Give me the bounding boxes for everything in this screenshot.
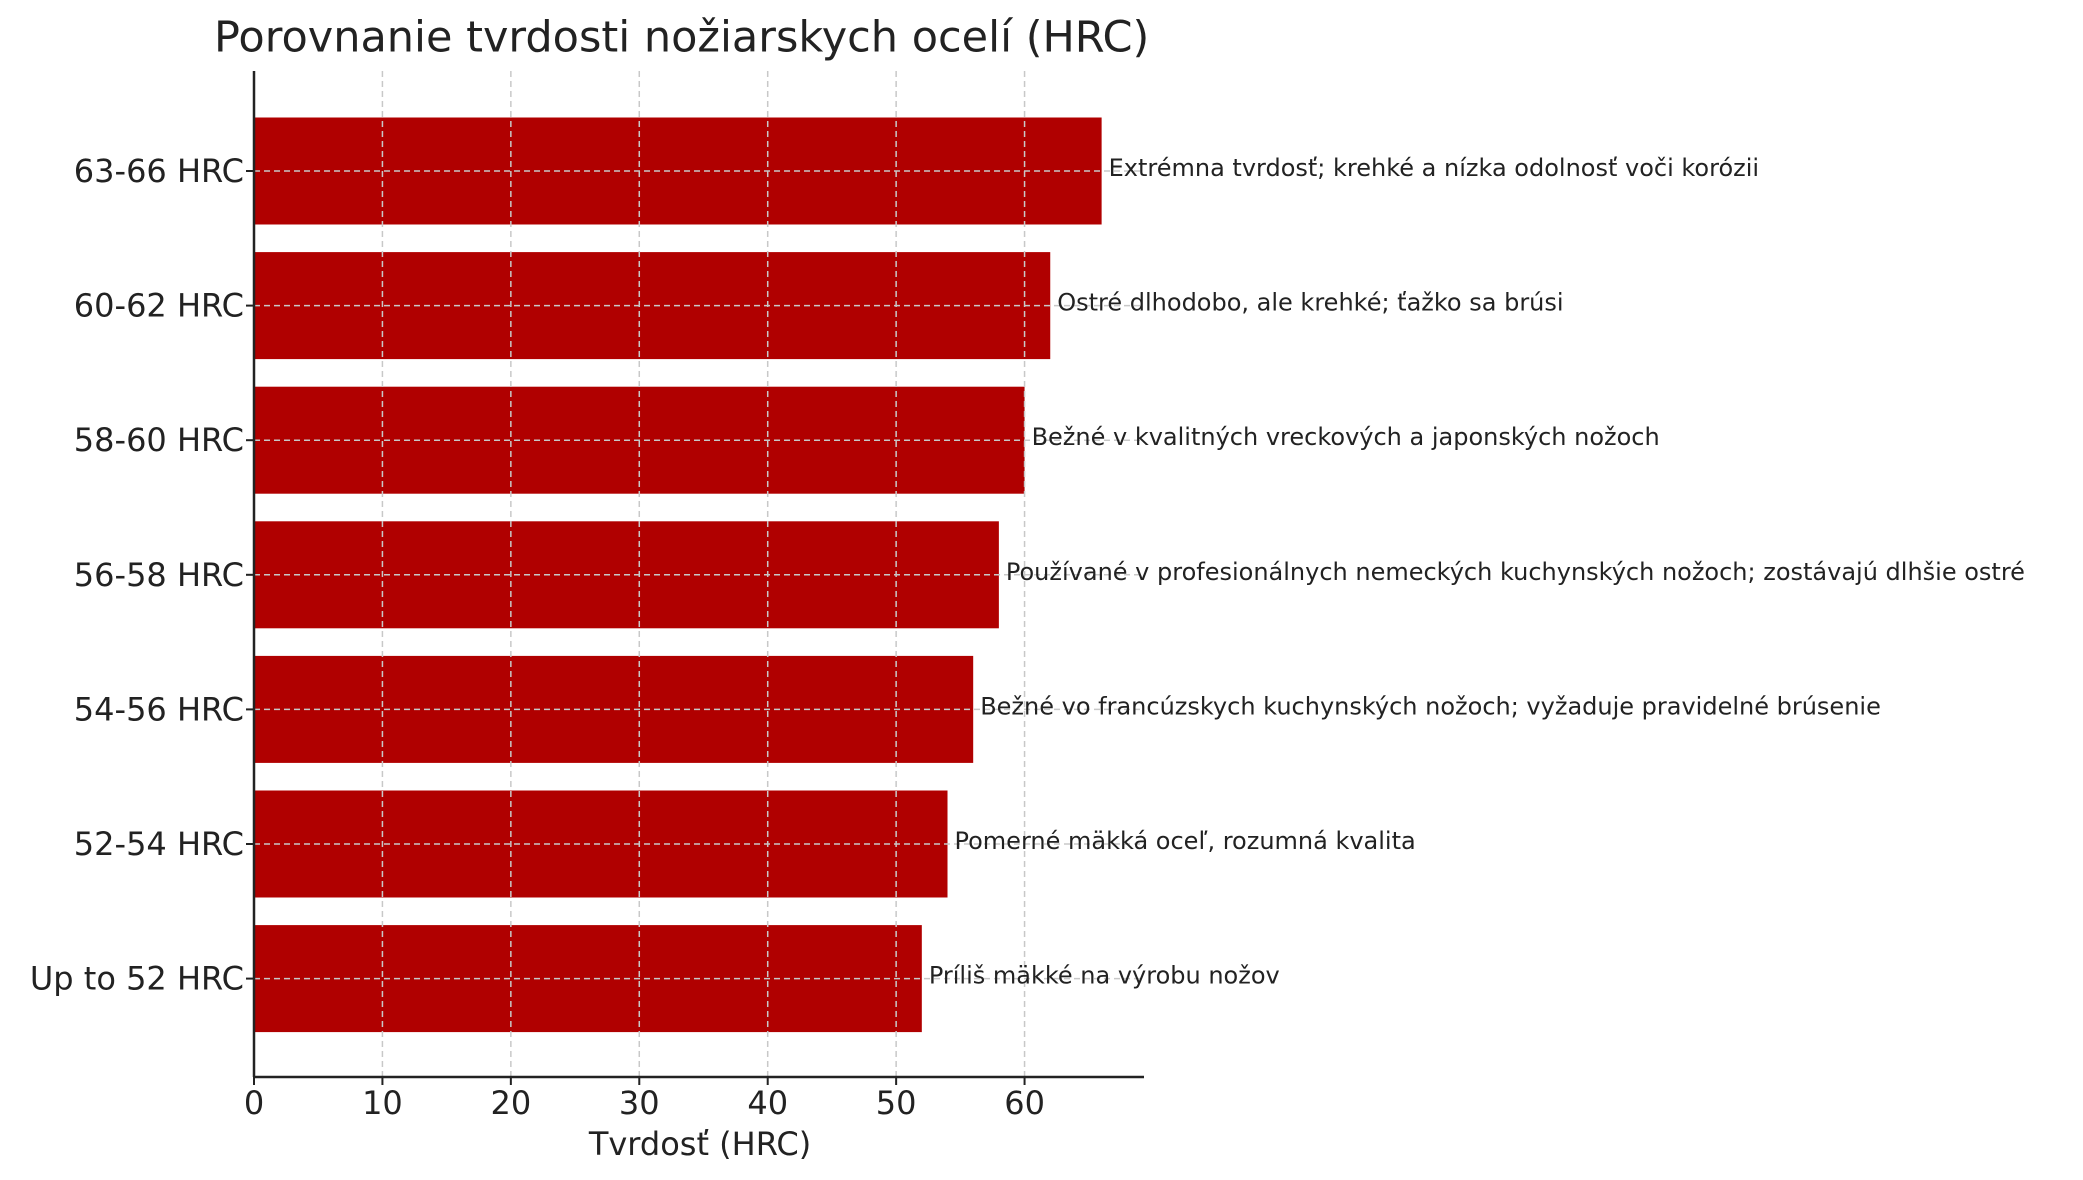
- x-tick-label: 10: [362, 1084, 403, 1122]
- bar-annotation: Ostré dlhodobo, ale krehké; ťažko sa brú…: [1057, 289, 1563, 317]
- bar-annotation: Bežné vo francúzskych kuchynských nožoch…: [980, 692, 1881, 720]
- bar-annotation: Bežné v kvalitných vreckových a japonský…: [1032, 423, 1660, 451]
- bar: [254, 655, 974, 763]
- y-tick-label: 54-56 HRC: [74, 690, 244, 728]
- x-axis-label: Tvrdosť (HRC): [588, 1125, 811, 1163]
- bar-annotation: Používané v profesionálnych nemeckých ku…: [1006, 558, 2025, 586]
- x-tick-label: 50: [876, 1084, 917, 1122]
- chart-title: Porovnanie tvrdosti nožiarskych ocelí (H…: [214, 13, 1149, 63]
- y-tick-label: 63-66 HRC: [74, 152, 244, 190]
- y-tick-label: 58-60 HRC: [74, 421, 244, 459]
- y-tick-label: Up to 52 HRC: [30, 960, 244, 998]
- bar-annotation: Pomerné mäkká oceľ, rozumná kvalita: [955, 827, 1416, 855]
- x-tick-label: 20: [490, 1084, 531, 1122]
- y-tick-label: 52-54 HRC: [74, 825, 244, 863]
- bar: [254, 252, 1051, 360]
- x-tick-label: 60: [1004, 1084, 1045, 1122]
- x-tick-label: 40: [747, 1084, 788, 1122]
- y-tick-label: 60-62 HRC: [74, 287, 244, 325]
- x-tick-label: 30: [619, 1084, 660, 1122]
- y-tick-label: 56-58 HRC: [74, 556, 244, 594]
- bar-annotation: Extrémna tvrdosť; krehké a nízka odolnos…: [1109, 154, 1759, 182]
- bar-annotation: Príliš mäkké na výrobu nožov: [929, 962, 1280, 990]
- x-tick-label: 0: [244, 1084, 264, 1122]
